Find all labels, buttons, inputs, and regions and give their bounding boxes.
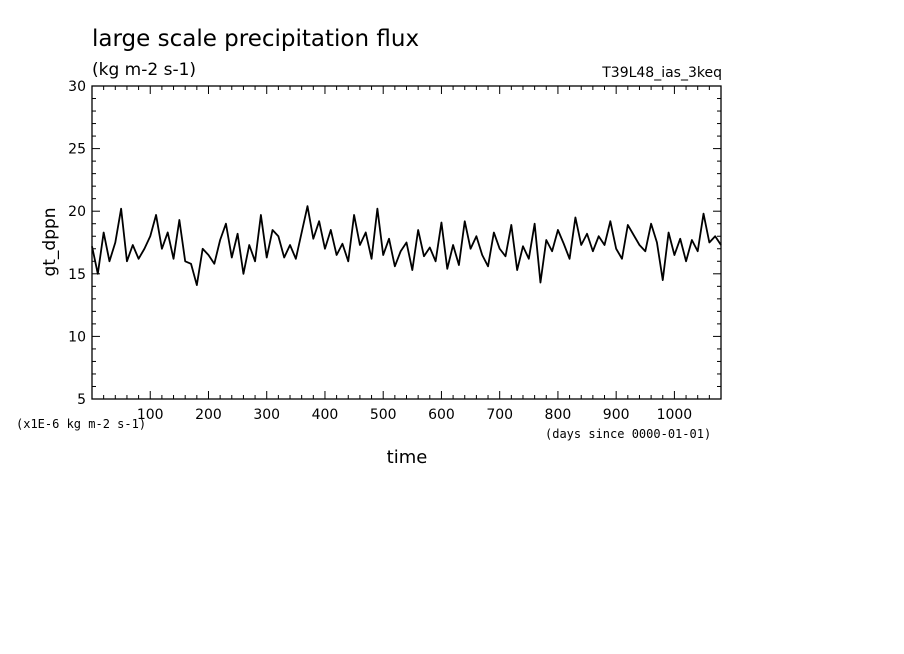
x-tick-label: 500 xyxy=(370,407,397,423)
y-tick-label: 5 xyxy=(77,392,86,408)
y-axis-label: gt_dppn xyxy=(40,207,60,276)
run-name: T39L48_ias_3keq xyxy=(601,65,722,81)
x-tick-label: 200 xyxy=(195,407,222,423)
y-tick-label: 25 xyxy=(68,142,86,158)
x-tick-label: 700 xyxy=(486,407,513,423)
y-tick-label: 20 xyxy=(68,204,86,220)
y-scale-note: (x1E-6 kg m-2 s-1) xyxy=(16,417,146,431)
x-tick-label: 400 xyxy=(312,407,339,423)
y-tick-label: 15 xyxy=(68,267,86,283)
chart-units: (kg m-2 s-1) xyxy=(92,60,196,80)
x-tick-label: 1000 xyxy=(657,407,693,423)
x-tick-label: 900 xyxy=(603,407,630,423)
series-line-gt_dppn xyxy=(91,205,722,286)
x-tick-label: 100 xyxy=(137,407,164,423)
y-tick-label: 30 xyxy=(68,79,86,95)
tick-labels: 100 200 300 400 500 600 700 800 900 1000 5 10 15 20 25… xyxy=(68,79,692,423)
y-tick-label: 10 xyxy=(68,329,86,345)
x-axis-units: (days since 0000-01-01) xyxy=(545,427,711,441)
x-axis-label: time xyxy=(387,447,428,468)
x-tick-label: 300 xyxy=(253,407,280,423)
x-tick-label: 800 xyxy=(545,407,572,423)
chart-title: large scale precipitation flux xyxy=(92,26,419,52)
axis-ticks xyxy=(92,86,721,399)
x-tick-label: 600 xyxy=(428,407,455,423)
